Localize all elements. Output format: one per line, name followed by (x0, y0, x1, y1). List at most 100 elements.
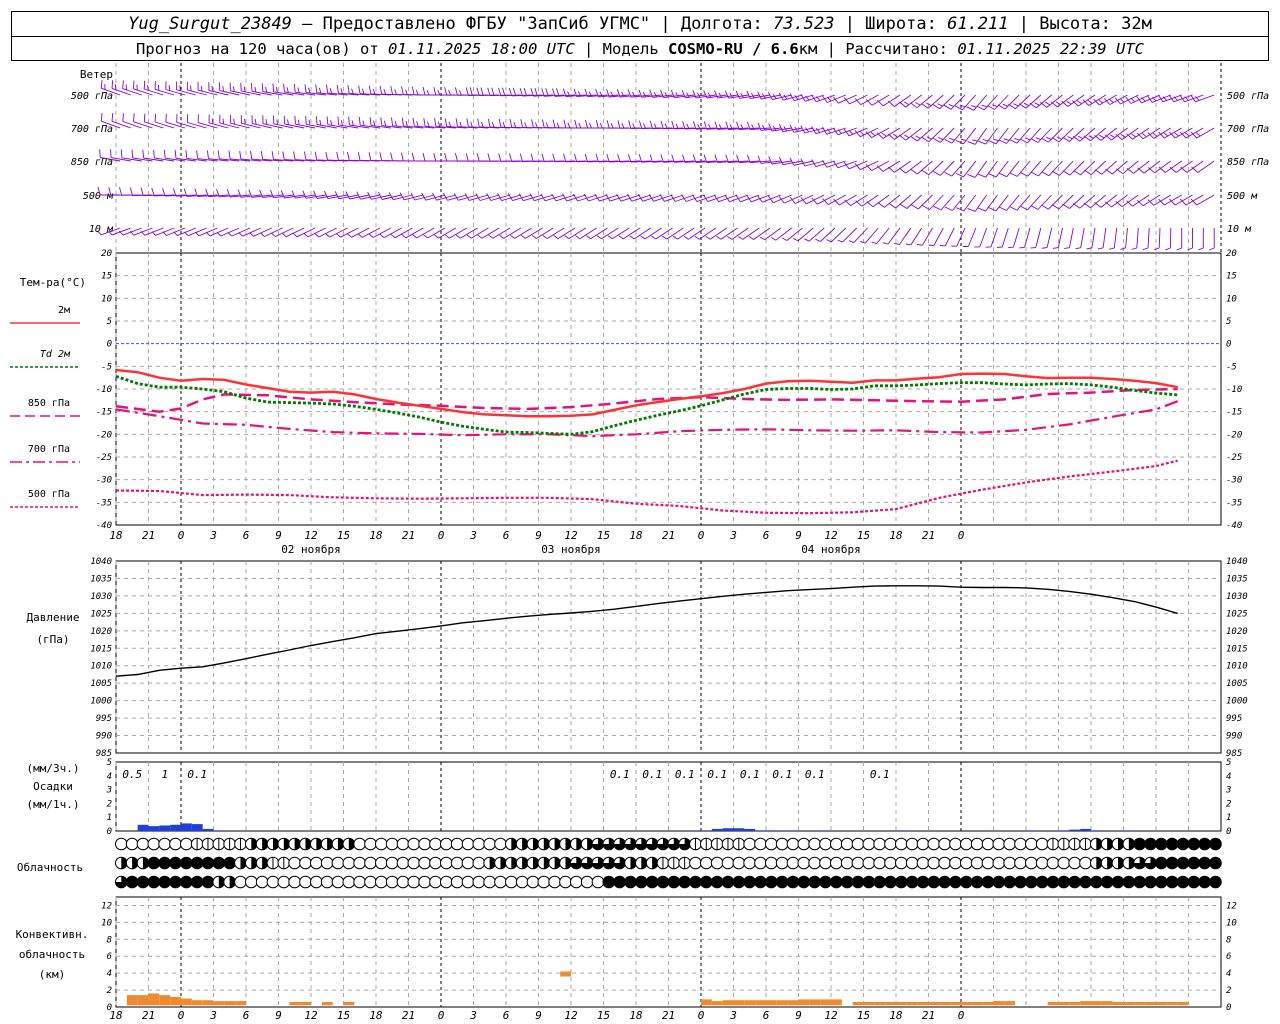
cloud-symbol (840, 875, 854, 889)
wind-barb (228, 150, 251, 162)
wind-barb (595, 88, 619, 98)
conv-bar (1177, 1001, 1189, 1006)
conv-title-2: облачность (19, 948, 85, 961)
wind-barb (967, 194, 988, 212)
conv-bar (1069, 1001, 1081, 1006)
wind-barb (1136, 194, 1161, 207)
wind-barb (822, 194, 847, 205)
conv-tick-left: 10 (101, 918, 112, 928)
wind-barb (347, 227, 370, 238)
wind-barb (217, 150, 240, 162)
wind-barb (746, 194, 771, 203)
cloud-symbol (981, 875, 995, 889)
cloud-symbol-fill (652, 857, 658, 869)
wind-level-label-right: 500 гПа (1227, 91, 1269, 102)
cloud-symbol-fill (630, 857, 637, 869)
cloud-symbol (830, 856, 843, 870)
pres-tick-right: 1025 (1226, 609, 1248, 619)
cloud-symbol (320, 856, 334, 870)
wind-barb (672, 227, 695, 240)
prec-tick-left: 1 (107, 813, 112, 823)
wind-barb (987, 94, 1009, 110)
cloud-symbol (938, 837, 951, 851)
wind-barb (1104, 194, 1128, 208)
wind-barb (1147, 194, 1172, 206)
cloud-symbol (700, 875, 713, 889)
precip-amount-label: 1 (161, 768, 168, 781)
wind-barb (260, 227, 283, 237)
wind-barb (854, 127, 879, 138)
cloud-symbol (981, 837, 995, 851)
time-tick-bottom: 9 (795, 1009, 802, 1022)
cloud-symbol (559, 875, 572, 889)
conv-bar (170, 996, 181, 1006)
series-t2m (115, 368, 1178, 418)
conv-bar (711, 1001, 723, 1006)
cloud-symbol (775, 856, 789, 870)
temp-legend-label: 2м (58, 305, 70, 316)
conv-bar (1112, 1001, 1124, 1006)
wind-barb (607, 227, 630, 240)
wind-barb (594, 193, 619, 202)
lon-label: Долгота: (680, 14, 763, 34)
wind-barb (1147, 94, 1171, 103)
cloud-symbol-fill (121, 857, 128, 869)
cloud-symbol-fill (115, 876, 128, 888)
wind-barb (1103, 94, 1128, 105)
alt-value: 32м (1121, 14, 1152, 34)
time-tick-temp: 18 (369, 529, 383, 542)
wind-barb (239, 150, 261, 162)
header-line-2: Прогноз на 120 часа(ов) от 01.11.2025 18… (12, 36, 1268, 61)
cloud-symbol (970, 837, 984, 851)
cloud-symbol (1165, 875, 1179, 889)
wind-barb (97, 227, 121, 236)
wind-barb (216, 227, 240, 237)
cloud-symbol-fill (657, 838, 669, 850)
wind-barb (508, 87, 532, 97)
wind-barb (1083, 127, 1107, 142)
wind-barb (131, 149, 153, 162)
wind-barb (401, 227, 424, 239)
cloud-symbol (1144, 837, 1157, 851)
wind-barb (412, 227, 435, 239)
wind-barb (671, 120, 695, 130)
wind-barb (1040, 94, 1063, 108)
wind-barb (1158, 160, 1182, 173)
time-tick-bottom: 21 (922, 1009, 935, 1022)
wind-barb (1120, 227, 1128, 250)
temp-tick-right: -40 (1226, 521, 1242, 531)
cloud-symbol (635, 875, 648, 889)
cloud-symbol (505, 875, 518, 889)
pres-tick-left: 1000 (90, 697, 112, 707)
wind-barb (876, 94, 901, 107)
wind-barb (1019, 194, 1042, 211)
wind-barb (194, 188, 218, 198)
wind-barb (314, 227, 337, 238)
precip-bar (137, 824, 149, 831)
time-tick-temp: 12 (824, 529, 838, 542)
wind-barb (510, 227, 532, 239)
cloud-symbol (765, 856, 778, 870)
cloud-symbol (895, 856, 908, 870)
precip-bar (1123, 830, 1135, 831)
wind-barb (713, 194, 738, 203)
wind-barb (1062, 194, 1085, 209)
conv-bar (971, 1001, 983, 1006)
cloud-symbol (418, 837, 431, 851)
conv-tick-right: 2 (1226, 986, 1231, 996)
cloud-symbol (981, 856, 995, 870)
wind-barb (412, 117, 435, 129)
cloud-symbol (1079, 856, 1092, 870)
wind-barb (944, 194, 966, 211)
wind-barb (153, 149, 175, 162)
conv-bar (560, 971, 571, 977)
temp-tick-right: -20 (1226, 430, 1242, 440)
wind-barb (108, 227, 131, 236)
wind-barb (933, 194, 955, 211)
conv-bar (863, 1001, 875, 1006)
wind-barb (455, 227, 478, 239)
cloud-symbol (960, 856, 973, 870)
precip-bar (202, 828, 214, 831)
wind-barb (261, 83, 283, 96)
conv-tick-left: 2 (107, 986, 112, 996)
